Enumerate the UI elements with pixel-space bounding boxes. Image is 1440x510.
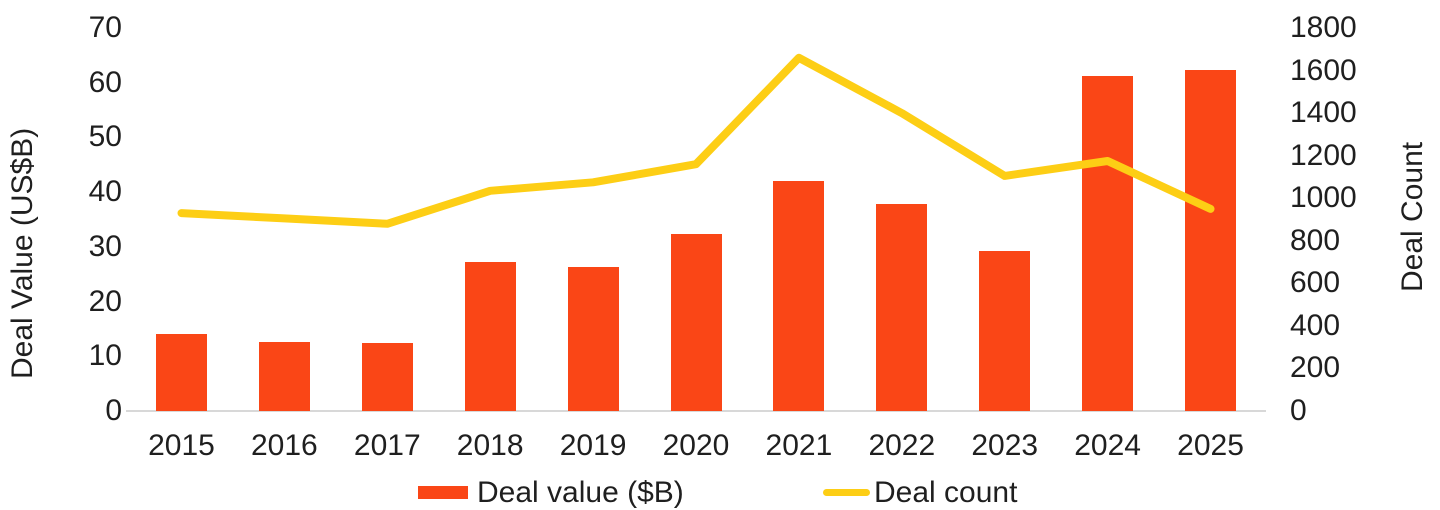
legend: Deal value ($B) Deal count [0, 476, 1440, 510]
bar-2025 [1185, 69, 1237, 411]
legend-bar-swatch [418, 486, 468, 499]
bar-2015 [155, 334, 207, 411]
left-tick-10: 10 [88, 339, 122, 373]
left-tick-70: 70 [88, 11, 122, 44]
right-tick-400: 400 [1290, 308, 1341, 342]
x-label-2025: 2025 [1177, 429, 1244, 462]
right-tick-1600: 1600 [1290, 53, 1357, 87]
bar-2023 [979, 251, 1031, 411]
bar-2019 [567, 266, 619, 411]
bar-2021 [773, 181, 825, 411]
x-label-2016: 2016 [250, 429, 318, 462]
left-tick-20: 20 [88, 284, 122, 318]
bar-2016 [258, 341, 310, 411]
right-tick-1800: 1800 [1290, 11, 1357, 44]
x-label-2021: 2021 [765, 429, 833, 462]
right-tick-1200: 1200 [1290, 138, 1357, 172]
bar-2022 [876, 204, 928, 411]
right-axis-title: Deal Count [1396, 141, 1429, 293]
left-tick-60: 60 [88, 65, 122, 99]
right-tick-0: 0 [1290, 394, 1307, 427]
bar-2018 [464, 262, 516, 411]
legend-line-label: Deal count [874, 476, 1018, 509]
right-tick-200: 200 [1290, 351, 1341, 385]
right-tick-600: 600 [1290, 266, 1341, 300]
x-axis-line [126, 410, 1266, 412]
legend-bar-label: Deal value ($B) [477, 476, 684, 509]
right-tick-800: 800 [1290, 223, 1341, 257]
x-label-2015: 2015 [148, 429, 215, 462]
x-label-2017: 2017 [353, 429, 421, 462]
right-tick-1000: 1000 [1290, 181, 1357, 215]
left-tick-0: 0 [105, 394, 122, 427]
line-series [177, 53, 1215, 228]
x-label-2024: 2024 [1074, 429, 1141, 462]
x-label-2022: 2022 [868, 429, 936, 462]
x-label-2020: 2020 [662, 429, 730, 462]
right-tick-1400: 1400 [1290, 96, 1357, 130]
deal-count-line [177, 53, 1215, 228]
bar-2024 [1082, 75, 1134, 411]
x-label-2018: 2018 [456, 429, 524, 462]
bar-2020 [670, 234, 722, 411]
left-tick-30: 30 [88, 229, 122, 263]
plot-area [130, 28, 1262, 411]
left-tick-50: 50 [88, 120, 122, 154]
left-tick-40: 40 [88, 175, 122, 209]
x-label-2023: 2023 [971, 429, 1039, 462]
legend-line-swatch [823, 489, 870, 496]
x-label-2019: 2019 [559, 429, 627, 462]
bar-2017 [361, 342, 413, 411]
